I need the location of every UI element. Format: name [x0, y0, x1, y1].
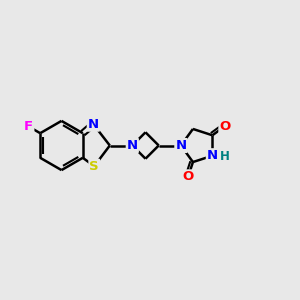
Text: N: N — [127, 139, 138, 152]
Text: N: N — [175, 139, 187, 152]
Text: F: F — [24, 120, 33, 133]
Text: H: H — [220, 150, 230, 164]
Text: O: O — [182, 170, 194, 183]
Text: N: N — [88, 118, 99, 131]
Text: S: S — [89, 160, 99, 173]
Text: O: O — [219, 120, 231, 133]
Text: N: N — [207, 149, 218, 162]
